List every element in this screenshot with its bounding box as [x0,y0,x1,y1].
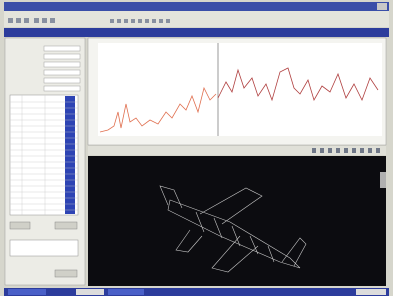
view-scroll[interactable] [380,172,386,188]
table-column-selected [65,96,75,214]
button[interactable] [55,270,77,277]
status-bar [4,288,389,296]
status-clock [356,289,386,295]
title-bar [4,2,389,11]
plot-area [98,43,382,136]
button[interactable] [55,222,77,229]
status-item[interactable] [108,289,144,295]
view-icons[interactable] [312,148,380,153]
toolbar [4,11,389,27]
text-area[interactable] [10,240,78,256]
view-toolbar [88,146,386,155]
status-item[interactable] [8,289,46,295]
status-item[interactable] [76,289,104,295]
close-button[interactable] [377,3,387,10]
page: (() => { const data = JSON.parse(documen… [0,0,393,296]
button[interactable] [10,222,30,229]
panel-header [4,28,389,37]
screenshot [0,0,393,296]
3d-view [88,156,386,286]
